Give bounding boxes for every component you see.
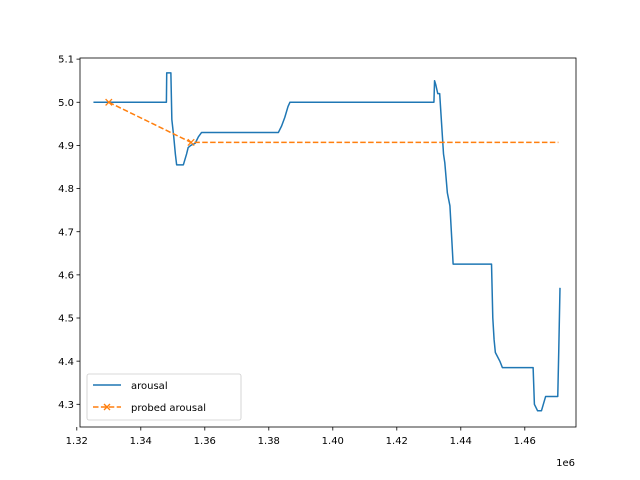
y-tick-label: 4.3 <box>58 400 74 411</box>
legend-label-arousal: arousal <box>131 381 168 392</box>
x-tick-label: 1.38 <box>258 436 280 447</box>
y-tick-label: 4.7 <box>58 227 74 238</box>
y-tick-label: 4.6 <box>58 270 74 281</box>
legend-box <box>86 373 242 421</box>
data-point-x-marker <box>187 138 195 147</box>
data-point-x-marker <box>105 98 113 106</box>
x-tick-label: 1.42 <box>386 436 408 447</box>
legend: arousal probed arousal <box>86 373 242 421</box>
x-tick-label: 1.44 <box>450 436 472 447</box>
legend-label-probed-arousal: probed arousal <box>131 403 206 414</box>
series-line-arousal <box>93 72 561 412</box>
plot-frame <box>79 57 577 428</box>
y-tick-label: 5.1 <box>58 55 74 66</box>
x-axis: 1.32 1.34 1.36 1.38 1.40 1.42 1.44 1.46 <box>66 427 536 447</box>
x-tick-label: 1.34 <box>130 436 152 447</box>
y-tick-label: 4.5 <box>58 314 74 325</box>
x-tick-label: 1.40 <box>322 436 344 447</box>
x-axis-offset-label: 1e6 <box>556 458 575 469</box>
y-tick-label: 4.9 <box>58 141 74 152</box>
y-tick-label: 4.4 <box>58 357 74 368</box>
y-tick-label: 5.0 <box>58 98 74 109</box>
y-axis: 4.3 4.4 4.5 4.6 4.7 4.8 4.9 5.0 5.1 <box>58 55 80 411</box>
x-tick-label: 1.46 <box>514 436 536 447</box>
x-tick-label: 1.36 <box>194 436 216 447</box>
y-tick-label: 4.8 <box>58 184 74 195</box>
legend-marker-x-icon <box>103 403 111 411</box>
x-tick-label: 1.32 <box>66 436 88 447</box>
plot-lines <box>93 72 561 412</box>
